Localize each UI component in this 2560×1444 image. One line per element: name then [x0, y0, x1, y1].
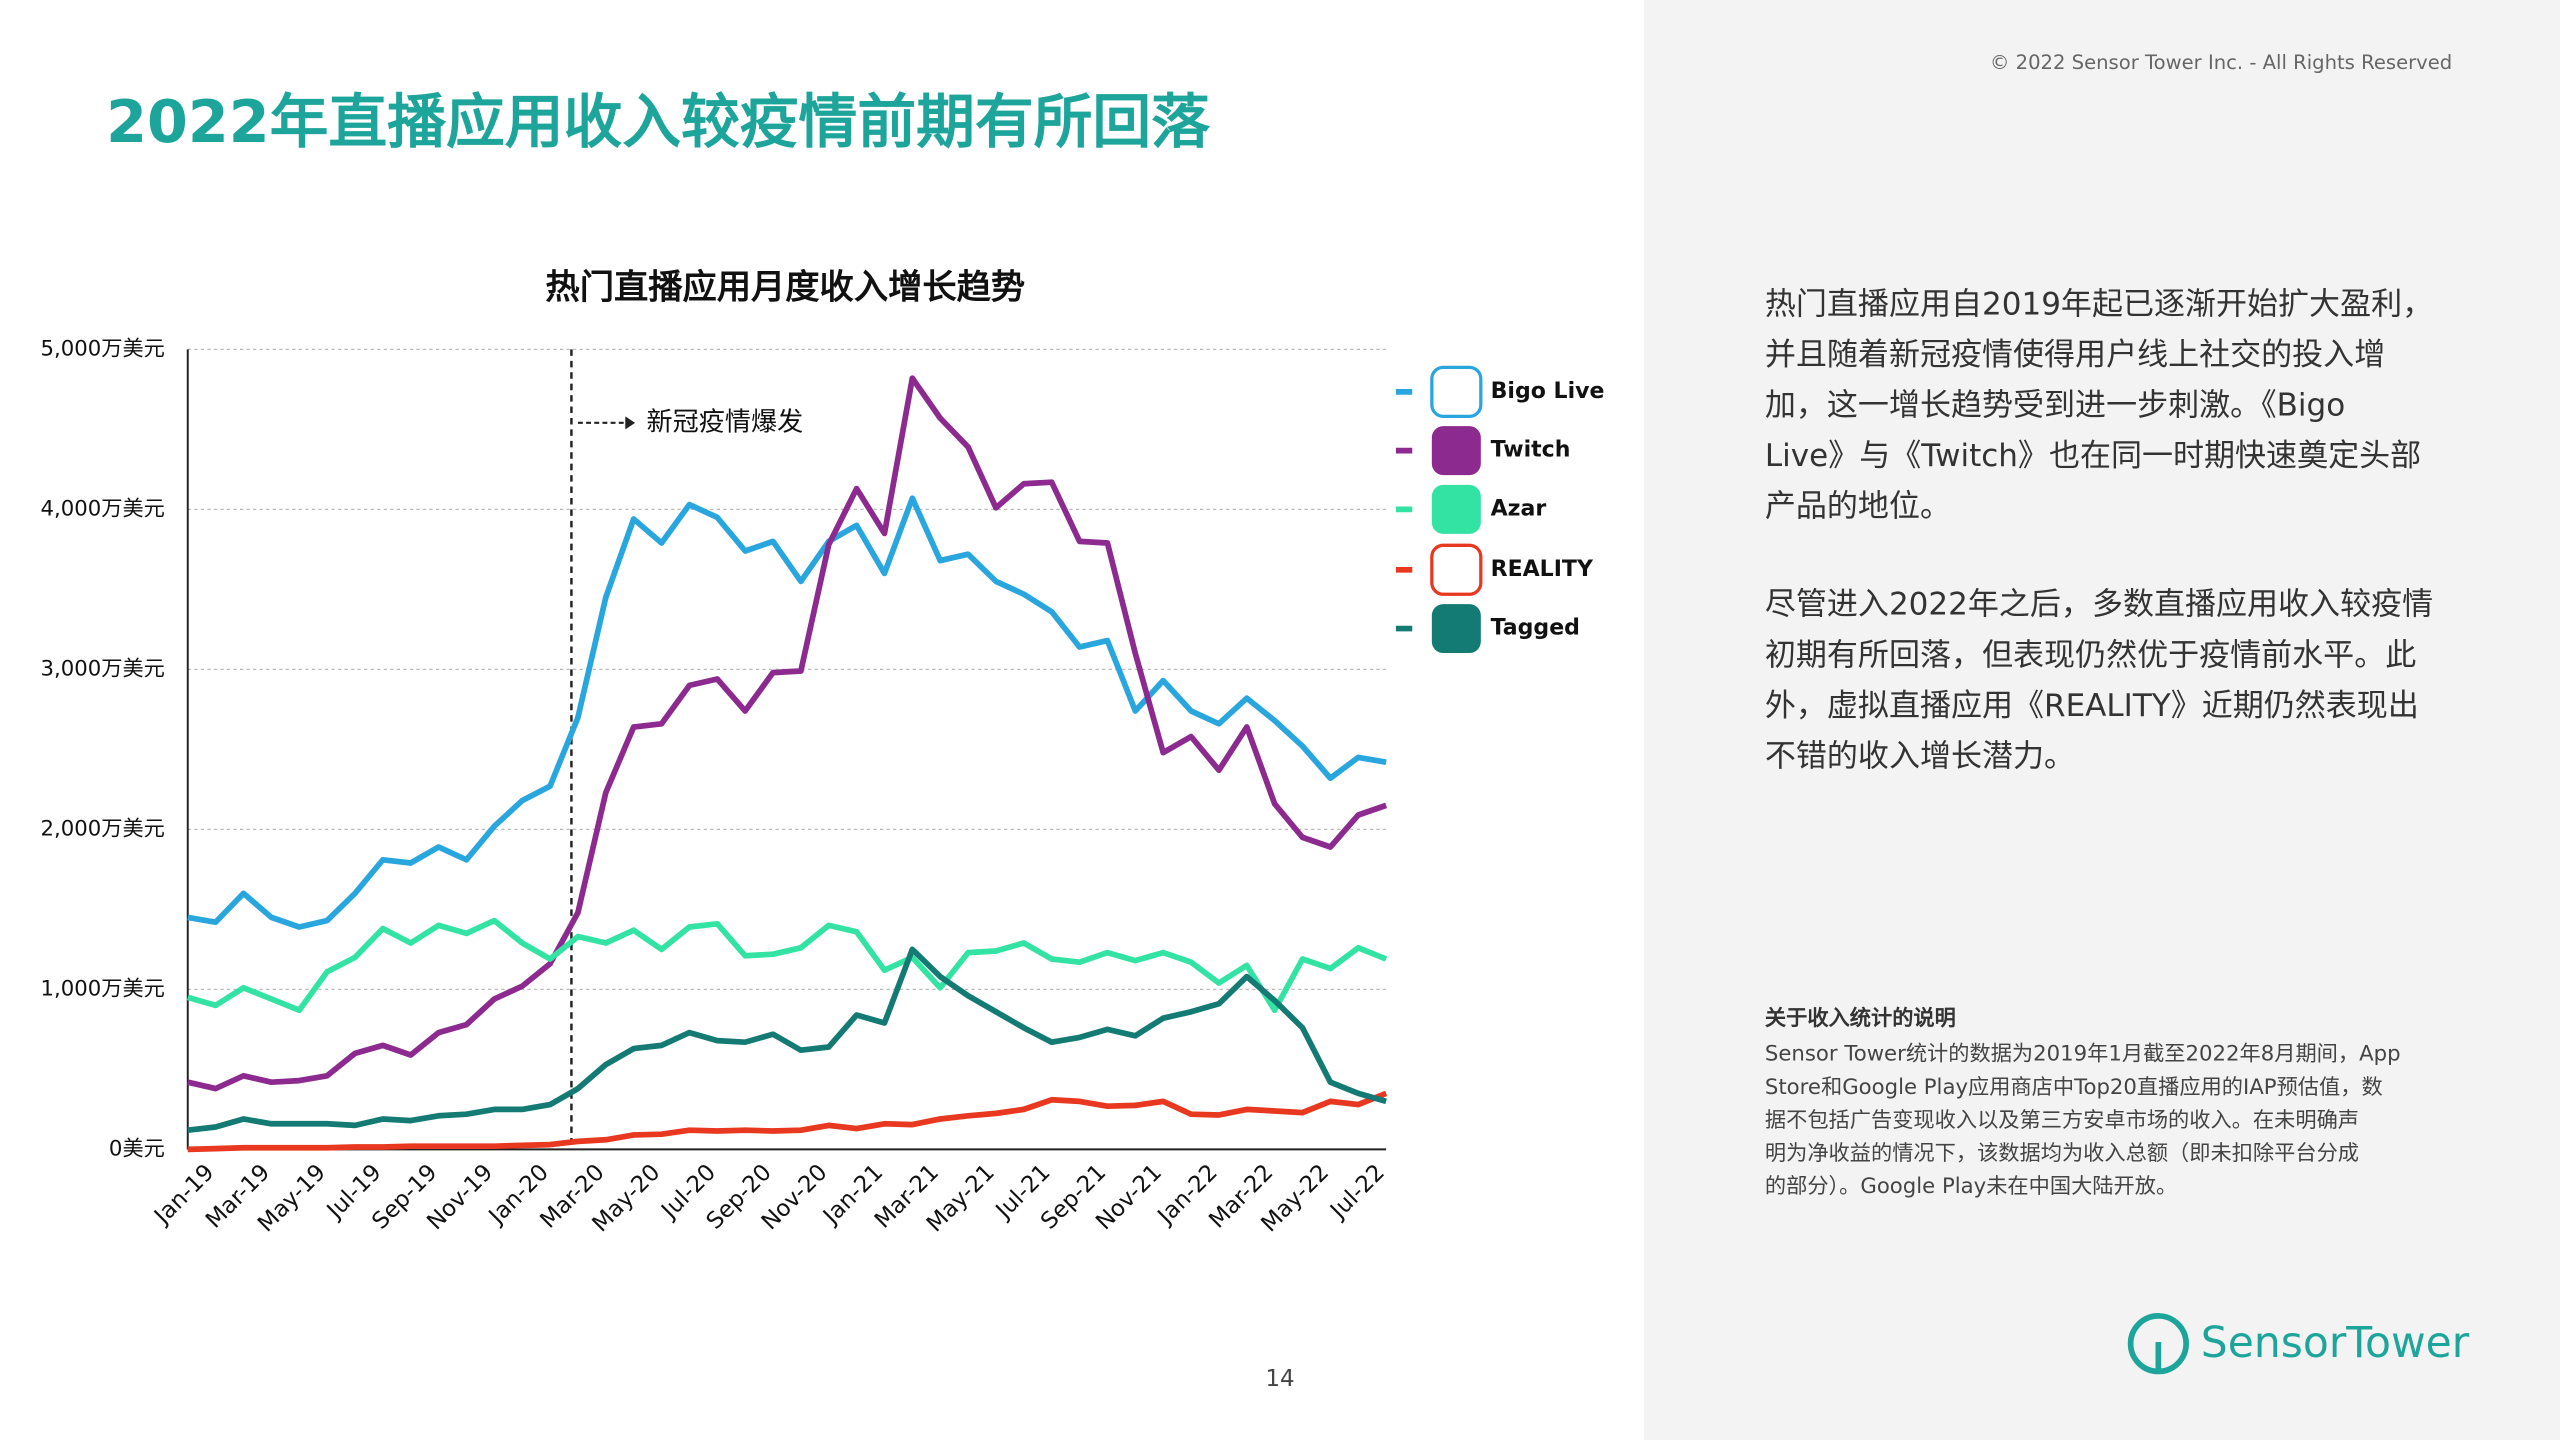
page-title: 2022年直播应用收入较疫情前期有所回落	[106, 87, 1211, 156]
legend-label: Azar	[1491, 496, 1547, 521]
y-tick-label: 3,000万美元	[40, 656, 164, 681]
paragraph-line: 尽管进入2022年之后，多数直播应用收入较疫情	[1765, 587, 2433, 623]
paragraph-line: 产品的地位。	[1765, 489, 1951, 525]
icon-bigo	[1430, 365, 1483, 418]
icon-azar	[1431, 484, 1481, 534]
y-tick-label: 0美元	[109, 1136, 165, 1161]
icon-tagged	[1431, 604, 1481, 654]
icon-reality	[1430, 543, 1483, 596]
series-line	[187, 946, 1387, 1134]
y-tick-label: 2,000万美元	[40, 816, 164, 841]
paragraph-line: 不错的收入增长潜力。	[1765, 739, 2075, 775]
legend-icons	[1430, 365, 1483, 654]
arrow-head	[625, 416, 636, 430]
note-title: 关于收入统计的说明	[1765, 1005, 1956, 1031]
logo-text: SensorTower	[2201, 1319, 2470, 1368]
series-line	[186, 917, 1388, 1014]
paragraph-line: 外，虚拟直播应用《REALITY》近期仍然表现出	[1765, 688, 2419, 724]
note-line: 据不包括广告变现收入以及第三方安卓市场的收入。在未明确声	[1765, 1108, 2359, 1133]
paragraph-line: 热门直播应用自2019年起已逐渐开始扩大盈利，	[1765, 286, 2433, 322]
paragraph-line: 加，这一增长趋势受到进一步刺激。《Bigo	[1765, 388, 2345, 424]
note-line: 明为净收益的情况下，该数据均为收入总额（即未扣除平台分成	[1765, 1141, 2359, 1166]
series-line	[187, 1090, 1388, 1153]
chart-title: 热门直播应用月度收入增长趋势	[545, 267, 1025, 307]
note-line: Store和Google Play应用商店中Top20直播应用的IAP预估值，数	[1765, 1075, 2383, 1100]
y-tick-label: 4,000万美元	[40, 496, 164, 521]
series-line	[187, 375, 1388, 1092]
legend-label: REALITY	[1491, 557, 1594, 582]
copyright: © 2022 Sensor Tower Inc. - All Rights Re…	[1990, 51, 2452, 74]
page-number: 14	[1265, 1366, 1294, 1392]
note-line: Sensor Tower统计的数据为2019年1月截至2022年8月期间，App	[1765, 1042, 2401, 1067]
legend-label: Twitch	[1491, 438, 1571, 463]
icon-twitch	[1431, 426, 1481, 476]
y-tick-label: 1,000万美元	[40, 976, 164, 1001]
legend-label: Tagged	[1491, 616, 1580, 641]
note-line: 的部分）。Google Play未在中国大陆开放。	[1765, 1174, 2177, 1199]
series-line	[187, 495, 1387, 930]
paragraph-line: 并且随着新冠疫情使得用户线上社交的投入增	[1765, 337, 2385, 373]
annotation: 新冠疫情爆发	[647, 407, 804, 437]
paragraph-line: 初期有所回落，但表现仍然优于疫情前水平。此	[1765, 637, 2416, 673]
legend-label: Bigo Live	[1491, 379, 1605, 404]
paragraph-line: Live》与《Twitch》也在同一时期快速奠定头部	[1765, 438, 2421, 474]
y-tick-label: 5,000万美元	[40, 336, 164, 361]
sidebar-panel	[1644, 0, 2560, 1440]
